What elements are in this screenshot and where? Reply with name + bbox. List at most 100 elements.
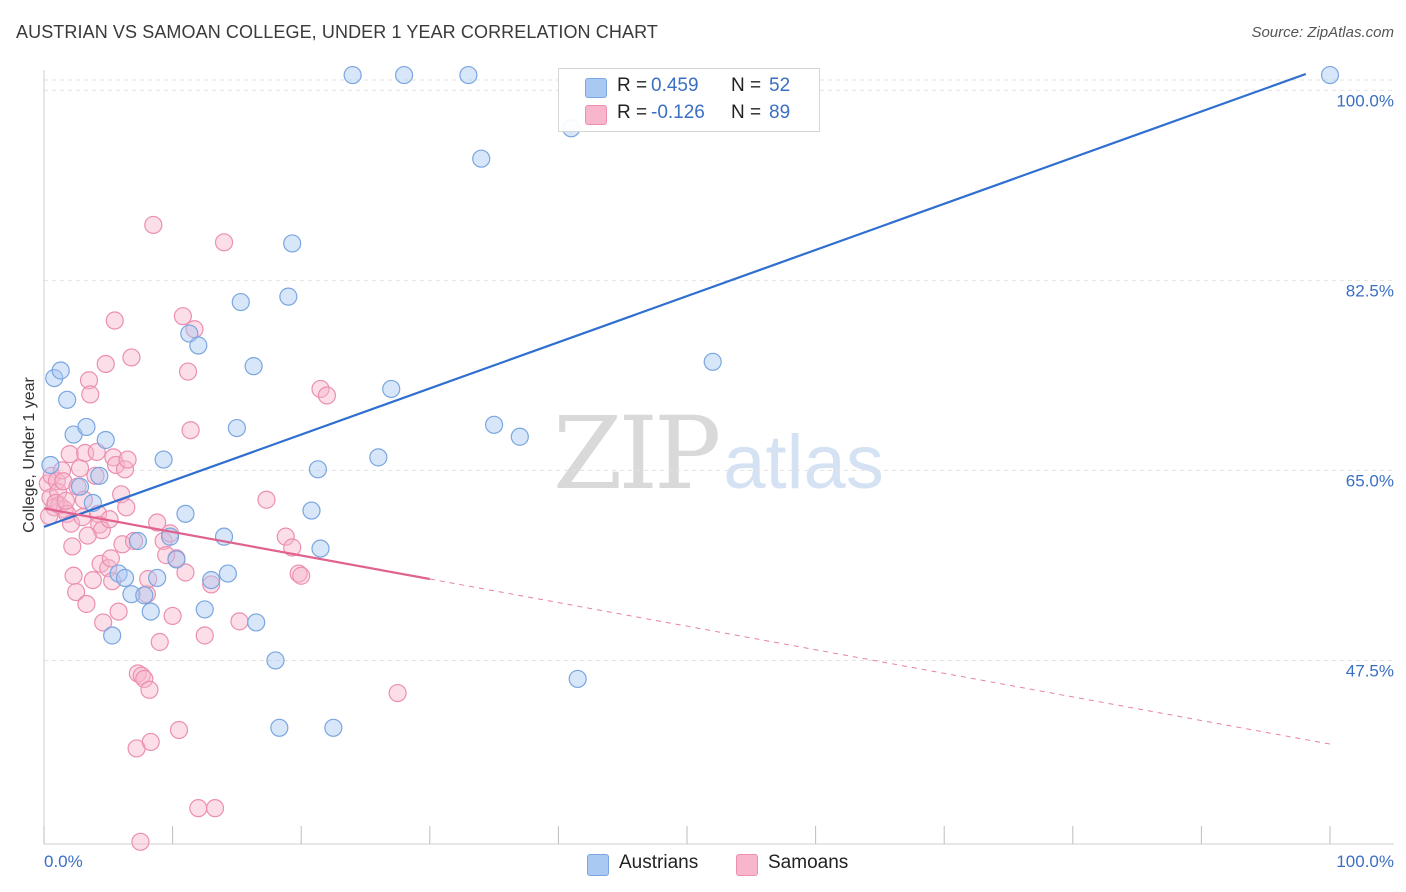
samoans-point (169, 720, 189, 740)
samoans-points (38, 215, 407, 851)
samoans-point (178, 362, 198, 381)
legend-label-austrians: Austrians (619, 852, 699, 873)
y-tick-label: 65.0% (1346, 471, 1394, 490)
austrians-point (459, 65, 478, 85)
samoans-point (163, 606, 182, 626)
samoans-point (214, 233, 234, 252)
austrians-point (279, 287, 298, 306)
samoans-point (388, 683, 407, 703)
samoans-point (106, 455, 126, 475)
samoans-trend-line (43, 507, 430, 581)
austrians-point (382, 379, 401, 399)
samoans-point (189, 799, 208, 818)
samoans-point (94, 613, 113, 632)
legend-r-label: R = (617, 75, 648, 96)
austrians-point (472, 149, 491, 168)
samoans-point (195, 626, 214, 645)
samoans-point (230, 612, 249, 631)
austrians-point (103, 626, 122, 645)
legend-label-samoans: Samoans (768, 852, 849, 873)
austrians-point (176, 504, 195, 523)
austrians-point (70, 477, 90, 496)
austrians-point (148, 568, 167, 588)
y-axis-label: College, Under 1 year (21, 377, 38, 533)
austrians-point (568, 669, 587, 689)
correlation-legend: R = 0.459 N = 52 R = -0.126 N = 89 (558, 68, 820, 132)
austrians-point (128, 531, 147, 551)
samoans-trend-extension (429, 578, 1331, 745)
samoans-point (135, 669, 154, 689)
legend-n-label: N = (731, 75, 762, 96)
austrians-point (1320, 65, 1340, 85)
austrians-point (369, 448, 388, 467)
samoans-point (60, 445, 79, 464)
y-tick-labels: 47.5% 65.0% 82.5% 100.0% (1336, 91, 1394, 680)
austrians-point (218, 564, 237, 583)
samoans-point (64, 566, 83, 585)
watermark: ZIPatlas (553, 395, 884, 512)
samoans-point (276, 527, 295, 546)
samoans-point (117, 498, 136, 517)
source-label: Source: ZipAtlas.com (1251, 24, 1394, 41)
samoans-point (81, 385, 100, 404)
austrians-point (394, 65, 414, 85)
austrians-point (343, 65, 362, 85)
samoans-point (202, 575, 221, 594)
austrians-point (115, 568, 135, 588)
x-tick-label-max: 100.0% (1336, 852, 1394, 871)
samoans-point (54, 472, 73, 491)
samoans-point (173, 307, 192, 326)
axis-layer (43, 70, 1394, 845)
samoans-point (96, 354, 115, 374)
samoans-point (63, 537, 82, 556)
samoans-point (56, 491, 75, 510)
samoans-point (257, 490, 276, 509)
legend-swatch-samoans (736, 854, 758, 876)
series-legend: Austrians Samoans (0, 852, 1406, 878)
samoans-point (109, 602, 128, 621)
trend-layer (43, 72, 1331, 745)
austrians-point (195, 600, 214, 619)
austrians-point (189, 336, 208, 355)
austrians-point (244, 357, 263, 376)
austrians-point (41, 455, 60, 475)
watermark-atlas: atlas (723, 420, 884, 505)
austrians-point (58, 390, 77, 409)
samoans-point (317, 386, 337, 405)
samoans-point (141, 732, 160, 752)
samoans-point (311, 379, 330, 399)
austrians-point (302, 501, 321, 520)
legend-n-label: N = (731, 102, 762, 123)
austrians-point (90, 466, 109, 485)
austrians-point (51, 361, 70, 380)
austrians-point (324, 718, 343, 737)
samoans-point (118, 450, 137, 469)
austrians-point (266, 651, 285, 670)
samoans-point (79, 371, 99, 390)
samoans-point (157, 546, 176, 565)
samoans-point (181, 421, 200, 440)
samoans-point (122, 348, 141, 367)
samoans-point (140, 680, 159, 699)
austrians-point (122, 585, 141, 604)
legend-r-value: -0.126 (651, 102, 705, 123)
samoans-point (101, 549, 120, 568)
samoans-point (144, 215, 163, 235)
samoans-point (289, 564, 308, 583)
austrians-point (45, 368, 64, 388)
legend-r-label: R = (617, 102, 648, 123)
legend-swatch-austrians (585, 78, 607, 98)
austrians-point (283, 234, 302, 253)
samoans-point (283, 538, 302, 557)
austrians-points (41, 65, 1340, 737)
samoans-point (78, 526, 97, 545)
watermark-zip: ZIP (553, 395, 721, 512)
samoans-point (292, 566, 311, 585)
austrians-point (227, 418, 246, 438)
austrians-point (154, 450, 173, 469)
samoans-point (77, 594, 96, 614)
austrians-point (270, 718, 289, 737)
samoans-point (86, 466, 105, 485)
samoans-point (150, 632, 169, 652)
